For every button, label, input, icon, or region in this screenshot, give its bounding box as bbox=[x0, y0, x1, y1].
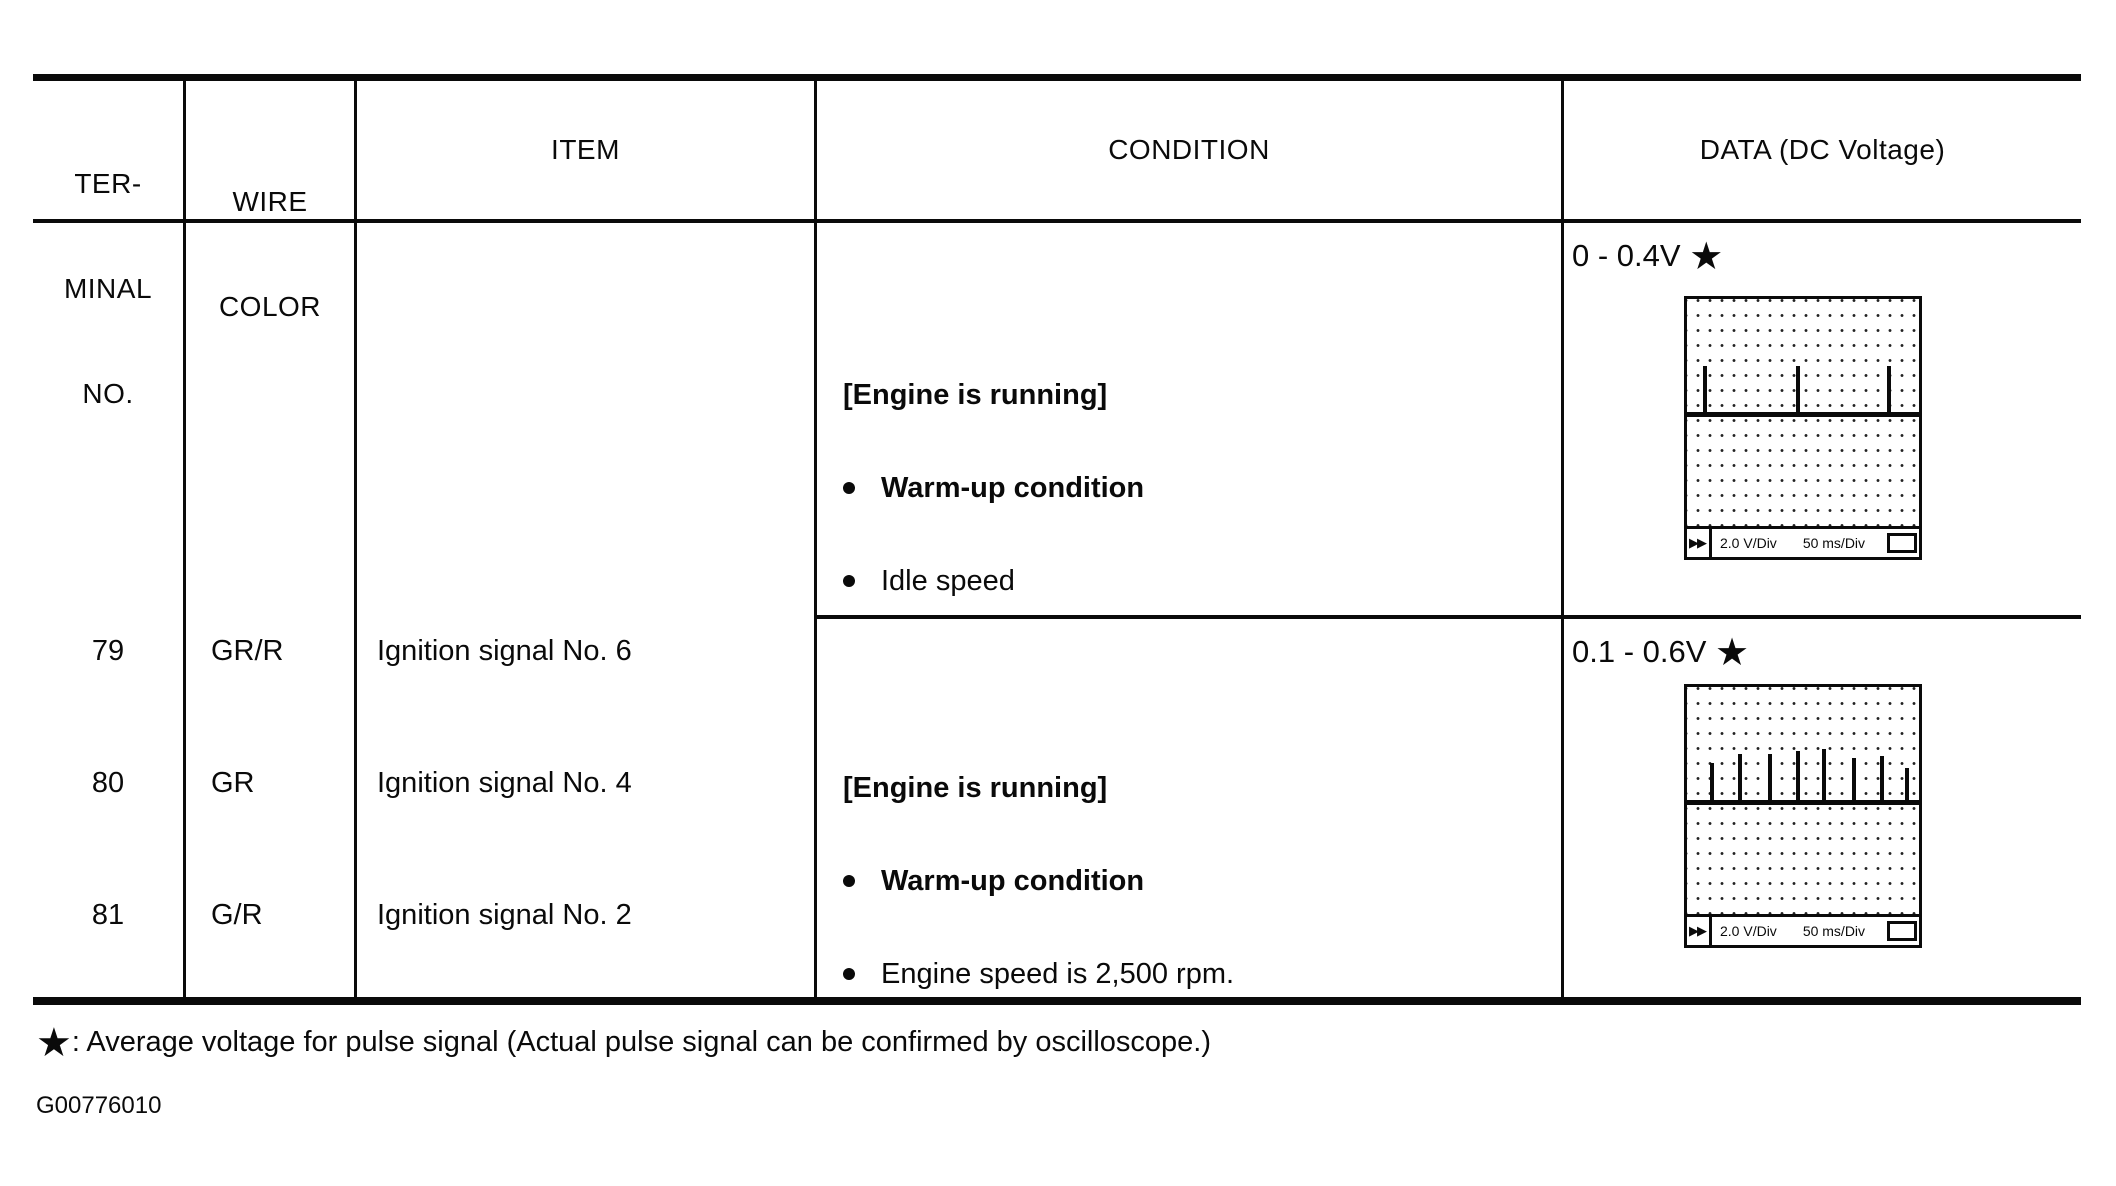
scope-volts-per-div: 2.0 V/Div bbox=[1720, 535, 1777, 551]
wire-color: GR bbox=[211, 767, 255, 799]
data-value-1: 0 - 0.4V ★ bbox=[1572, 238, 1723, 276]
header-terminal-line1: TER- bbox=[74, 168, 142, 199]
scope-screen bbox=[1687, 299, 1919, 529]
figure-code: G00776010 bbox=[36, 1092, 162, 1119]
condition-bullet: Warm-up condition bbox=[843, 473, 1144, 503]
item-list: Ignition signal No. 6 Ignition signal No… bbox=[377, 541, 632, 1025]
header-terminal-line2: MINAL bbox=[63, 273, 153, 304]
voltage-range: 0.1 - 0.6V bbox=[1572, 634, 1707, 669]
star-icon: ★ bbox=[36, 1021, 72, 1065]
divider-terminal-wire bbox=[183, 77, 186, 1001]
bullet-icon bbox=[843, 482, 855, 494]
header-separator bbox=[33, 219, 2081, 223]
item: Ignition signal No. 2 bbox=[377, 899, 632, 931]
bullet-icon bbox=[843, 575, 855, 587]
scope-readout-bar: ▶▶ 2.0 V/Div 50 ms/Div bbox=[1687, 526, 1919, 557]
condition-bullet: Warm-up condition bbox=[843, 866, 1234, 896]
condition-bullet: Idle speed bbox=[843, 566, 1144, 596]
subrow-separator bbox=[815, 615, 2081, 619]
terminal-no: 81 bbox=[91, 899, 125, 931]
waveform-pulse bbox=[1738, 753, 1743, 802]
condition-cell-2: [Engine is running] Warm-up condition En… bbox=[843, 737, 1234, 1052]
condition-bullet-text: Warm-up condition bbox=[881, 865, 1145, 897]
header-condition: CONDITION bbox=[1108, 134, 1270, 165]
waveform-pulse bbox=[1796, 751, 1801, 802]
scope-marker-icon: ▶▶ bbox=[1687, 917, 1712, 945]
header-wire-color: WIRE COLOR bbox=[186, 114, 354, 394]
terminal-no: 79 bbox=[91, 635, 125, 667]
divider-condition-data bbox=[1561, 77, 1564, 1001]
waveform-pulse bbox=[1886, 365, 1891, 414]
header-terminal-no: TER- MINAL NO. bbox=[33, 96, 183, 481]
star-icon: ★ bbox=[1715, 632, 1750, 674]
waveform-pulse bbox=[1768, 753, 1773, 802]
bullet-icon bbox=[843, 875, 855, 887]
scope-baseline bbox=[1687, 800, 1919, 805]
oscilloscope-1: ▶▶ 2.0 V/Div 50 ms/Div bbox=[1684, 296, 1922, 560]
table-border-bottom bbox=[33, 997, 2081, 1005]
wire-color: GR/R bbox=[211, 635, 284, 667]
condition-state: [Engine is running] bbox=[843, 379, 1108, 411]
terminal-numbers: 79 80 81 bbox=[33, 541, 183, 1025]
waveform-pulse bbox=[1905, 767, 1910, 802]
scope-end-box bbox=[1887, 533, 1917, 553]
waveform-pulse bbox=[1851, 758, 1856, 802]
divider-item-condition bbox=[814, 77, 817, 1001]
item: Ignition signal No. 6 bbox=[377, 635, 632, 667]
waveform-pulse bbox=[1879, 756, 1884, 802]
oscilloscope-2: ▶▶ 2.0 V/Div 50 ms/Div bbox=[1684, 684, 1922, 948]
wire-color: G/R bbox=[211, 899, 263, 931]
waveform-pulse bbox=[1710, 762, 1715, 802]
condition-cell-1: [Engine is running] Warm-up condition Id… bbox=[843, 344, 1144, 659]
waveform-pulse bbox=[1703, 365, 1708, 414]
wire-colors: GR/R GR G/R bbox=[211, 541, 284, 1025]
scope-readout-bar: ▶▶ 2.0 V/Div 50 ms/Div bbox=[1687, 914, 1919, 945]
data-value-2: 0.1 - 0.6V ★ bbox=[1572, 634, 1749, 672]
scope-time-per-div: 50 ms/Div bbox=[1802, 535, 1866, 551]
divider-wire-item bbox=[354, 77, 357, 1001]
bullet-icon bbox=[843, 968, 855, 980]
table-border-top bbox=[33, 74, 2081, 81]
footnote-text: : Average voltage for pulse signal (Actu… bbox=[71, 1026, 1212, 1058]
scope-baseline bbox=[1687, 412, 1919, 417]
scope-screen bbox=[1687, 687, 1919, 917]
condition-bullet: Engine speed is 2,500 rpm. bbox=[843, 959, 1234, 989]
header-terminal-line3: NO. bbox=[82, 378, 134, 409]
condition-state: [Engine is running] bbox=[843, 772, 1108, 804]
scope-time-per-div: 50 ms/Div bbox=[1802, 923, 1866, 939]
scope-marker-icon: ▶▶ bbox=[1687, 529, 1712, 557]
item: Ignition signal No. 4 bbox=[377, 767, 632, 799]
condition-bullet-text: Warm-up condition bbox=[881, 472, 1145, 504]
footnote: ★: Average voltage for pulse signal (Act… bbox=[36, 1023, 1212, 1063]
header-wire-line2: COLOR bbox=[218, 291, 322, 322]
header-item: ITEM bbox=[551, 134, 620, 165]
voltage-range: 0 - 0.4V bbox=[1572, 238, 1681, 273]
scope-volts-per-div: 2.0 V/Div bbox=[1720, 923, 1777, 939]
star-icon: ★ bbox=[1689, 236, 1724, 278]
waveform-pulse bbox=[1821, 749, 1826, 802]
terminal-no: 80 bbox=[91, 767, 125, 799]
condition-bullet-text: Idle speed bbox=[881, 565, 1015, 597]
condition-bullet-text: Engine speed is 2,500 rpm. bbox=[881, 958, 1235, 990]
scope-end-box bbox=[1887, 921, 1917, 941]
waveform-pulse bbox=[1796, 365, 1801, 414]
header-data: DATA (DC Voltage) bbox=[1699, 134, 1946, 165]
header-wire-line1: WIRE bbox=[232, 186, 308, 217]
